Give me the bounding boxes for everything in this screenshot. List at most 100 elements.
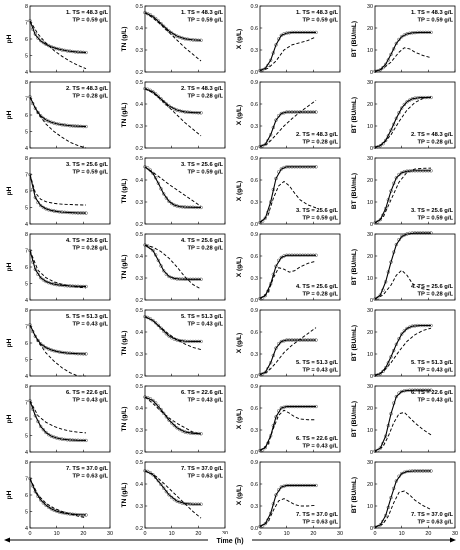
x-tick-label: 0 [374,531,377,537]
data-point-marker [36,110,40,115]
condition-label-line2: TP = 0.28 g/L [418,292,454,298]
y-tick-label: 8 [25,308,28,314]
y-tick-label: 0.6 [251,26,259,32]
y-tick-label: 20 [367,26,373,32]
model-fit-line [259,484,316,528]
panel-bt-row-1: 30 20 10 0 BT (BU/mL) 1. TS = 48.3 g/L TP = 0.… [351,4,456,76]
x-tick-label: 10 [169,531,175,537]
data-point-marker [28,323,32,327]
y-tick-label: 7 [25,325,28,331]
data-point-marker [41,344,46,348]
panel-bt-row-7: 30 20 10 00 10 20 30 BT (BU/mL) 7. TS = 37.0 g/L… [351,460,458,537]
panel-tn-row-4: 0.5 0.4 0.3 0.2 TN (g/L) 4. TS = 25.6 g/L TP =… [121,232,226,304]
data-point-marker [405,326,409,331]
comparison-dashed-line [374,411,432,452]
panel-x-row-6: 0.9 0.6 0.3 0.0 X (g/L) 6. TS = 22.6 g/L TP = … [236,384,341,456]
model-fit-line [29,174,87,214]
model-fit-line [259,111,316,148]
comparison-dashed-line [259,260,317,299]
panel-tn-row-5: 0.5 0.4 0.3 0.2 TN (g/L) 5. TS = 51.3 g/L TP =… [121,308,226,380]
condition-label-line1: 1. TS = 48.3 g/L [296,10,339,16]
panel-tn-row-7: 0.50.40.30.20102030TN (g/L)7. TS = 37.0 … [121,460,228,537]
y-tick-label: 4 [25,450,28,456]
data-point-marker [378,446,383,450]
y-tick-label: 0 [370,374,373,380]
comparison-dashed-line [29,20,87,70]
comparison-dashed-line [29,96,87,149]
y-tick-label: 0.3 [136,200,144,206]
condition-label-line2: TP = 0.43 g/L [188,398,224,404]
plot-frame [259,309,341,377]
y-tick-label: 0.0 [251,374,259,380]
condition-label-line1: 1. TS = 48.3 g/L [181,10,224,16]
y-axis-label: BT (BU/mL) [351,325,358,361]
data-point-marker [399,106,404,110]
model-fit-line [374,31,431,72]
comparison-dashed-line [259,409,316,451]
data-point-marker [167,334,171,338]
y-tick-label: 0.3 [136,428,144,434]
x-tick-label: 10 [399,531,405,537]
model-fit-line [144,12,202,41]
y-axis-label: TN (g/L) [121,179,128,204]
y-axis-label: X (g/L) [236,409,243,430]
condition-label-line2: TP = 0.59 g/L [303,216,339,222]
y-tick-label: 0.0 [251,146,259,152]
y-axis-label: X (g/L) [236,257,243,278]
y-tick-label: 7 [25,401,28,407]
data-point-marker [38,38,43,43]
data-point-marker [394,342,399,346]
y-tick-label: 10 [367,352,373,358]
panel-bt-row-3: 30 20 10 0 BT (BU/mL) 3. TS = 25.6 g/L TP = 0.… [351,156,456,228]
x-tick-label: 20 [195,531,201,537]
x-tick-label: 30 [452,531,458,537]
data-point-marker [279,33,284,38]
plot-frame [144,461,226,529]
y-tick-label: 30 [367,4,373,10]
plot-frame [144,81,226,149]
panel-x-row-5: 0.9 0.6 0.3 0.0 X (g/L) 5. TS = 51.3 g/L TP = … [236,308,341,380]
model-fit-line [259,339,316,376]
y-tick-label: 10 [367,200,373,206]
x-tick-label: 30 [337,531,343,537]
y-axis-label: TN (g/L) [121,407,128,432]
y-tick-label: 0.3 [251,352,259,358]
data-point-marker [156,479,161,483]
condition-label-line2: TP = 0.28 g/L [418,140,454,146]
condition-label-line1: 2. TS = 48.3 g/L [296,132,339,138]
data-point-marker [164,196,169,200]
data-point-marker [169,421,174,425]
condition-label-line2: TP = 0.43 g/L [303,444,339,450]
data-point-marker [263,521,268,526]
condition-label-line2: TP = 0.59 g/L [188,18,224,24]
condition-label-line1: 5. TS = 51.3 g/L [411,360,454,366]
y-tick-label: 5 [25,282,28,288]
y-tick-label: 0.3 [251,428,259,434]
data-point-marker [175,426,179,430]
plot-frame [259,385,341,453]
condition-label-line2: TP = 0.43 g/L [188,322,224,328]
data-point-marker [378,217,383,222]
data-point-marker [164,102,169,106]
panel-bt-row-4: 30 20 10 0 BT (BU/mL) 4. TS = 25.6 g/L TP = 0.… [351,231,456,304]
panel-ph-row-1: 8 7 6 5 4 pH 1. TS = 48.3 g/L TP = 0.59 g/L [6,4,111,76]
data-point-marker [156,404,161,408]
y-axis-label: TN (g/L) [121,27,128,52]
x-axis-label-group: Time (h) [4,534,456,546]
condition-label-line2: TP = 0.43 g/L [418,398,454,404]
y-axis-label: pH [6,110,13,119]
data-point-marker [405,100,409,104]
y-tick-label: 5 [25,54,28,60]
y-tick-label: 0 [370,146,373,152]
panel-x-row-1: 0.9 0.6 0.3 0.0 X (g/L) 1. TS = 48.3 g/L TP = … [236,4,341,76]
model-fit-line [29,96,87,128]
model-fit-line [144,470,201,505]
comparison-dashed-line [374,327,432,376]
y-tick-label: 0.5 [136,384,144,390]
y-tick-label: 0.2 [136,526,144,532]
data-point-marker [44,345,48,350]
plot-frame [259,461,341,529]
condition-label-line2: TP = 0.28 g/L [73,94,109,100]
data-point-marker [407,98,412,102]
x-tick-label: 20 [80,531,86,537]
